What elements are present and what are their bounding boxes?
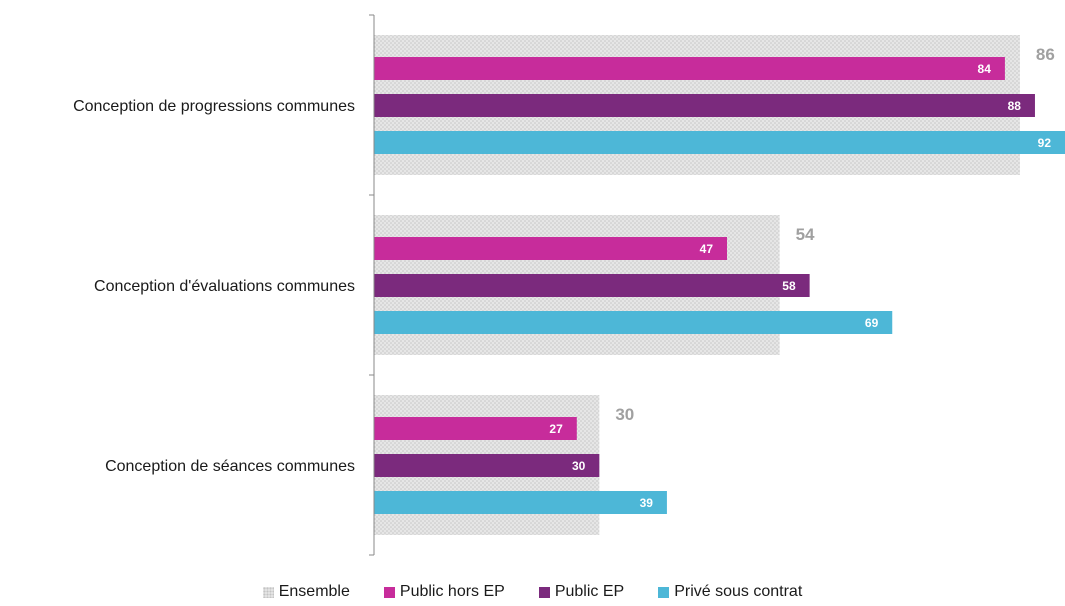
bar-public-ep [374, 274, 810, 297]
legend-item-public-hors-ep: Public hors EP [383, 583, 505, 601]
legend-item-public-ep: Public EP [538, 583, 625, 601]
value-label-prive-sous-contrat: 39 [640, 496, 654, 510]
bar-public-ep [374, 454, 600, 477]
category-label: Conception de progressions communes [73, 98, 355, 115]
bar-chart: 86 84 88 92 Conception de progressions commu… [73, 14, 1065, 556]
legend-item-prive-sous-contrat: Privé sous contrat [658, 583, 802, 601]
legend-label-ensemble: Ensemble [278, 583, 350, 600]
legend-swatch-public-ep [538, 586, 550, 598]
category-label: Conception de séances communes [105, 458, 355, 475]
legend-label-public-ep: Public EP [554, 583, 625, 600]
legend-item-ensemble: Ensemble [262, 583, 350, 601]
bar-public-hors-ep [374, 237, 728, 260]
value-label-prive-sous-contrat: 92 [1038, 136, 1052, 150]
bar-public-hors-ep [374, 57, 1005, 80]
legend-swatch-public-hors-ep [383, 586, 395, 598]
legend-label-prive-sous-contrat: Privé sous contrat [674, 583, 803, 600]
value-label-prive-sous-contrat: 69 [865, 316, 879, 330]
category-label: Conception d'évaluations communes [94, 278, 355, 295]
bar-prive-sous-contrat [374, 491, 667, 514]
legend-label-public-hors-ep: Public hors EP [399, 583, 505, 600]
value-label-public-ep: 88 [1008, 99, 1022, 113]
value-label-ensemble: 86 [1036, 45, 1055, 64]
bar-public-ep [374, 94, 1035, 117]
bar-prive-sous-contrat [374, 311, 893, 334]
value-label-public-hors-ep: 84 [978, 62, 992, 76]
value-label-ensemble: 54 [796, 225, 815, 244]
value-label-public-ep: 30 [572, 459, 586, 473]
value-label-public-ep: 58 [782, 279, 796, 293]
legend: Ensemble Public hors EP Public EP Privé … [0, 583, 1065, 601]
value-label-public-hors-ep: 47 [700, 242, 714, 256]
value-label-ensemble: 30 [615, 405, 634, 424]
legend-swatch-prive-sous-contrat [658, 586, 670, 598]
bar-public-hors-ep [374, 417, 577, 440]
legend-swatch-ensemble [262, 586, 274, 598]
value-label-public-hors-ep: 27 [549, 422, 563, 436]
bar-prive-sous-contrat [374, 131, 1065, 154]
